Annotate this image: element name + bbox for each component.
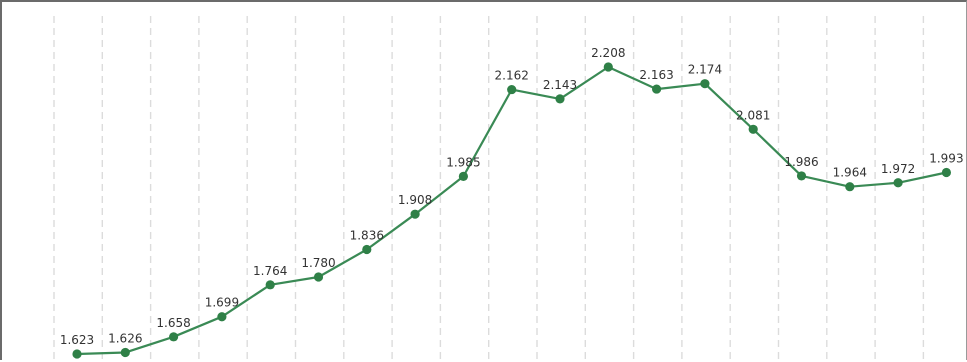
data-point xyxy=(893,178,903,188)
data-point xyxy=(120,347,130,358)
data-label: 1.972 xyxy=(881,162,915,176)
data-point xyxy=(700,79,710,89)
data-point xyxy=(410,209,420,219)
data-point xyxy=(72,349,82,359)
data-label: 2.081 xyxy=(736,108,770,122)
data-label: 2.162 xyxy=(495,69,529,83)
data-point xyxy=(265,280,275,290)
data-label: 1.964 xyxy=(833,166,867,180)
data-label: 1.658 xyxy=(156,316,190,330)
data-label: 1.626 xyxy=(108,332,142,346)
data-label: 2.174 xyxy=(688,63,722,77)
data-point xyxy=(652,84,662,94)
data-label: 1.699 xyxy=(205,296,239,310)
data-point xyxy=(796,171,807,181)
data-label: 2.163 xyxy=(639,68,673,82)
data-label: 1.764 xyxy=(253,264,287,278)
data-label: 2.208 xyxy=(591,46,625,60)
data-point xyxy=(555,94,565,104)
data-label: 1.836 xyxy=(350,229,384,243)
data-point xyxy=(362,244,372,255)
data-point xyxy=(603,62,613,72)
data-point xyxy=(507,84,517,95)
point-layer xyxy=(72,62,952,359)
series-line xyxy=(76,65,947,356)
data-point xyxy=(313,272,324,282)
data-label: 1.623 xyxy=(60,333,94,347)
data-point xyxy=(845,182,855,192)
data-point xyxy=(217,312,227,322)
data-point xyxy=(941,167,952,178)
label-layer: 1.623 1.626 1.658 1.699 1.764 1.780 1.836 1.908… xyxy=(60,46,964,347)
data-label: 1.986 xyxy=(784,155,818,169)
line-layer xyxy=(76,65,947,356)
data-label: 1.780 xyxy=(301,256,335,270)
data-point xyxy=(458,171,468,182)
data-label: 1.908 xyxy=(398,193,432,207)
data-label: 2.143 xyxy=(543,78,577,92)
grid-layer xyxy=(53,16,925,362)
data-point xyxy=(169,332,179,342)
data-point xyxy=(748,124,758,134)
data-label: 1.993 xyxy=(929,151,963,165)
data-label: 1.985 xyxy=(446,155,480,169)
